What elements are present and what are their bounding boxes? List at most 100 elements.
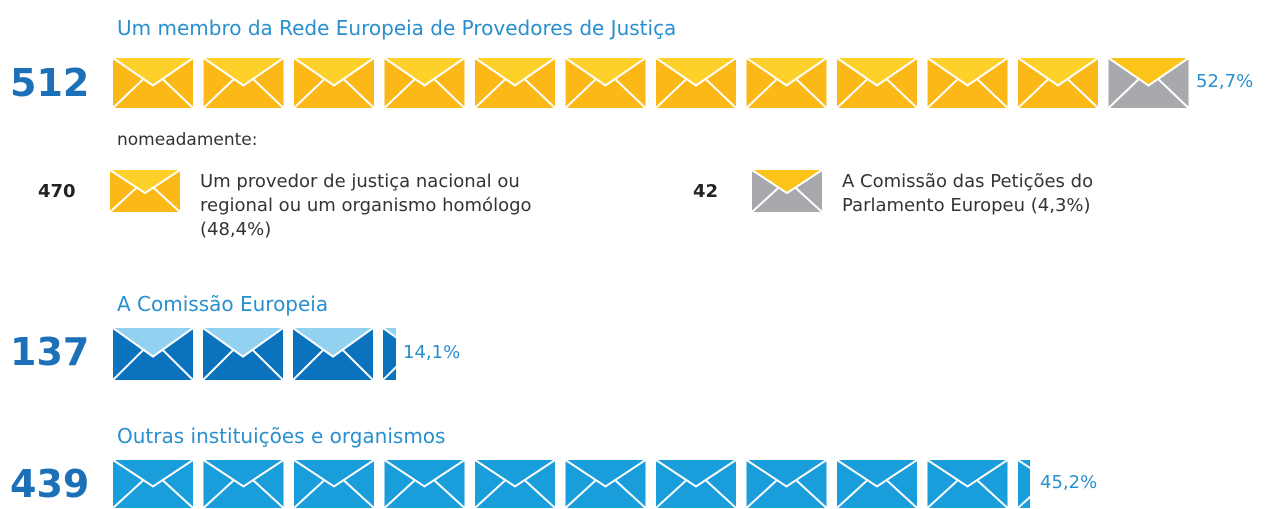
envelope-part — [110, 170, 180, 194]
envelope-part — [836, 78, 918, 109]
envelope — [1107, 57, 1190, 109]
envelope-part — [836, 479, 918, 509]
envelope-part — [109, 169, 181, 195]
envelope-part — [202, 459, 285, 488]
envelope-part — [293, 57, 375, 87]
envelope-part — [564, 479, 647, 509]
envelope-part — [655, 57, 737, 87]
envelope-part — [926, 78, 1009, 109]
envelope-part — [745, 479, 828, 509]
envelope-part — [203, 328, 283, 357]
envelope-part — [474, 479, 556, 509]
envelope-part — [202, 78, 285, 109]
envelope-part — [113, 328, 193, 357]
envelope — [745, 57, 828, 109]
envelope-part — [1017, 57, 1099, 87]
percent: 45,2% — [1040, 472, 1098, 493]
envelope-part — [113, 460, 193, 487]
envelope-part — [927, 460, 1008, 487]
envelope-part — [474, 78, 556, 109]
envelope — [564, 57, 647, 109]
envelope-part — [655, 78, 737, 109]
envelope-part — [655, 459, 737, 488]
envelope-part — [1018, 495, 1030, 508]
envelope — [836, 57, 918, 109]
envelope — [383, 459, 466, 509]
envelope-part — [655, 479, 737, 509]
envelope-part — [746, 58, 827, 86]
envelope-part — [113, 58, 193, 86]
envelope — [655, 57, 737, 109]
envelope — [474, 459, 556, 509]
envelope — [293, 57, 375, 109]
envelope-part — [656, 58, 736, 86]
item-count: 470 — [38, 181, 76, 202]
envelope-part — [474, 57, 556, 87]
count: 137 — [10, 330, 90, 374]
envelope — [202, 459, 285, 509]
item-count: 42 — [693, 181, 719, 202]
envelope-part — [384, 460, 465, 487]
envelope-part — [745, 459, 828, 488]
envelope-part — [112, 479, 194, 509]
envelope-part — [202, 349, 284, 381]
envelope — [655, 459, 737, 509]
envelope-part — [383, 328, 396, 380]
envelope — [112, 327, 194, 381]
envelope-part — [293, 328, 373, 357]
envelope-part — [294, 58, 374, 86]
envelope — [836, 459, 918, 509]
envelope-part — [383, 479, 466, 509]
envelope-part — [202, 327, 284, 358]
envelope — [745, 459, 828, 509]
count: 512 — [10, 61, 90, 105]
envelope — [926, 57, 1009, 109]
envelope — [926, 459, 1009, 509]
envelope-part — [292, 327, 374, 358]
envelope-part — [202, 479, 285, 509]
envelope-part — [837, 58, 917, 86]
envelope-part — [203, 460, 284, 487]
envelope — [564, 459, 647, 509]
envelope — [1017, 57, 1099, 109]
envelope-part — [109, 186, 181, 213]
item-label: A Comissão das Petições do Parlamento Eu… — [842, 171, 1094, 216]
envelope-part — [475, 460, 555, 487]
envelope-part — [112, 349, 194, 381]
envelope-part — [836, 459, 918, 488]
envelope-part — [383, 459, 466, 488]
envelope — [112, 57, 194, 109]
percent: 14,1% — [403, 342, 461, 363]
envelope-part — [112, 327, 194, 358]
envelope-part — [384, 58, 465, 86]
envelope-part — [112, 459, 194, 488]
envelope-part — [293, 459, 375, 488]
envelope-part — [202, 57, 285, 87]
envelope-part — [293, 78, 375, 109]
envelope-part — [564, 459, 647, 488]
envelope-part — [746, 460, 827, 487]
envelope — [109, 169, 181, 213]
envelope-part — [1107, 78, 1190, 109]
envelope-part — [745, 78, 828, 109]
envelope-part — [1108, 58, 1189, 86]
envelope-part — [656, 460, 736, 487]
envelope-part — [293, 479, 375, 509]
envelope — [751, 169, 823, 213]
item-label: Um provedor de justiça nacional ou regio… — [200, 171, 532, 240]
envelope-part — [1018, 460, 1030, 508]
envelope — [383, 328, 396, 380]
envelope-part — [565, 460, 646, 487]
envelope — [293, 459, 375, 509]
envelope — [474, 57, 556, 109]
envelope-part — [927, 58, 1008, 86]
envelope-part — [112, 57, 194, 87]
envelope — [202, 57, 285, 109]
envelope-part — [1017, 78, 1099, 109]
envelope — [112, 459, 194, 509]
envelope-part — [112, 78, 194, 109]
envelope-part — [926, 479, 1009, 509]
envelope — [383, 57, 466, 109]
envelope — [292, 327, 374, 381]
